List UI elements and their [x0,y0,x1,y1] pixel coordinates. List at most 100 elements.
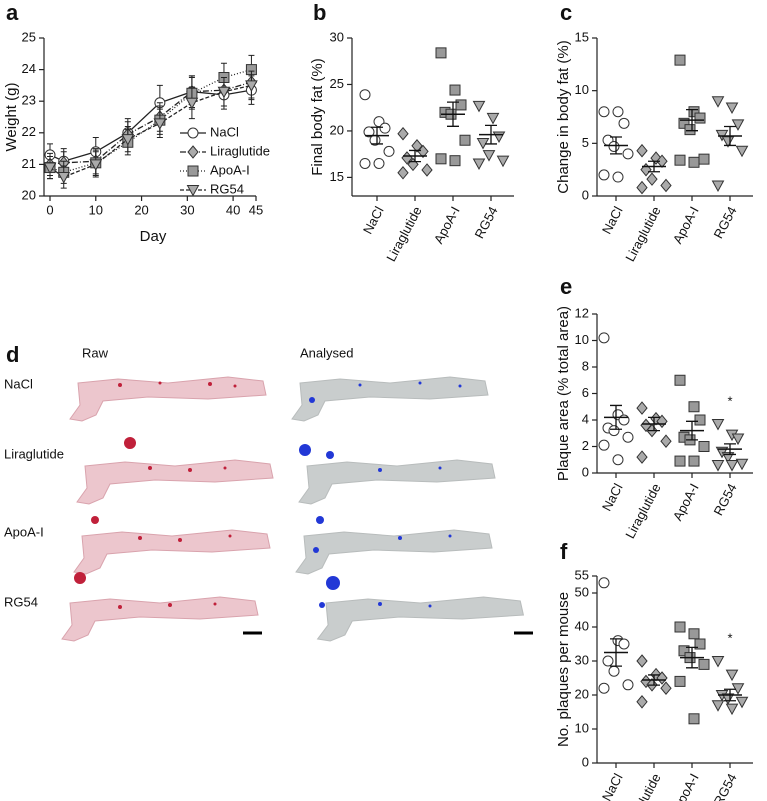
marker [397,126,409,141]
y-tick-label: 12 [575,305,589,320]
marker [688,106,700,118]
marker [245,80,258,92]
marker [612,171,624,183]
row-label: ApoA-I [4,524,44,539]
x-tick-label: NaCl [599,771,626,801]
marker [459,134,471,146]
x-tick-label: 40 [226,202,240,217]
marker [636,180,648,195]
image-analysed [291,376,524,642]
marker [43,162,57,175]
marker [618,638,630,650]
marker [735,696,749,709]
marker [602,655,614,667]
marker [636,654,648,668]
marker [636,401,648,415]
legend-label: ApoA-I [210,162,250,177]
x-tick-label: ApoA-I [670,771,702,801]
marker [646,172,658,186]
marker [678,645,690,657]
y-tick-label: 22 [22,124,36,139]
marker [660,434,672,448]
y-tick-label: 0 [582,464,589,479]
y-axis-label: No. plaques per mouse [555,592,572,747]
y-tick-label: 20 [330,122,344,137]
marker [711,460,725,472]
marker [698,153,710,165]
x-tick-label: RG54 [710,771,739,801]
marker [721,136,735,148]
marker [435,47,447,59]
marker [598,106,610,118]
sem-bar [686,420,698,441]
y-tick-label: 24 [22,61,36,76]
marker [622,431,634,443]
x-tick-label: Liraglutide [622,204,663,264]
marker [636,143,648,158]
x-tick-label: ApoA-I [670,204,702,246]
marker [688,455,700,467]
marker [598,169,610,181]
marker [397,165,409,180]
marker [455,99,467,111]
x-tick-label: 10 [89,202,103,217]
marker [379,122,391,134]
x-tick-label: 20 [134,202,148,217]
panel-label: c [560,0,572,25]
marker [711,418,725,431]
y-tick-label: 23 [22,93,36,108]
marker [674,621,686,633]
x-tick-label: NaCl [599,481,626,514]
marker [731,433,745,446]
y-tick-label: 10 [575,82,589,97]
marker [421,163,433,177]
marker [725,703,739,716]
marker [121,134,135,146]
marker [674,54,686,66]
y-tick-label: 10 [575,720,589,735]
legend-marker [187,145,199,159]
y-tick-label: 2 [582,438,589,453]
panel-label: b [313,0,326,25]
x-tick-label: ApoA-I [670,481,702,523]
marker [694,414,706,426]
image-raw [61,376,274,642]
y-tick-label: 15 [575,29,589,44]
marker [472,158,486,171]
y-tick-label: 15 [330,169,344,184]
marker [449,84,461,96]
legend-marker [187,127,199,139]
marker [608,665,620,677]
x-tick-label: 0 [46,202,53,217]
marker [694,638,706,650]
marker [608,140,620,152]
x-tick-label: NaCl [360,204,387,237]
sem-bar [724,443,736,456]
x-tick-label: Liraglutide [622,771,663,801]
legend-label: Liraglutide [210,143,270,158]
marker [711,96,725,108]
marker [486,112,500,125]
y-tick-label: 8 [582,358,589,373]
y-tick-label: 30 [330,29,344,44]
marker [731,119,745,131]
sem-bar [409,149,421,163]
marker [735,145,749,158]
panel-label: f [560,539,568,564]
marker [89,159,103,171]
y-tick-label: 25 [22,29,36,44]
marker [373,157,385,169]
y-tick-label: 40 [575,618,589,633]
marker [383,145,395,157]
marker [217,86,231,99]
row-label: NaCl [4,376,33,391]
y-tick-label: 10 [575,332,589,347]
y-tick-label: 55 [575,567,589,582]
marker [711,656,725,668]
y-tick-label: 30 [575,652,589,667]
marker [735,458,749,471]
marker [472,100,486,113]
marker [598,332,610,344]
marker [684,124,696,136]
marker [674,374,686,386]
